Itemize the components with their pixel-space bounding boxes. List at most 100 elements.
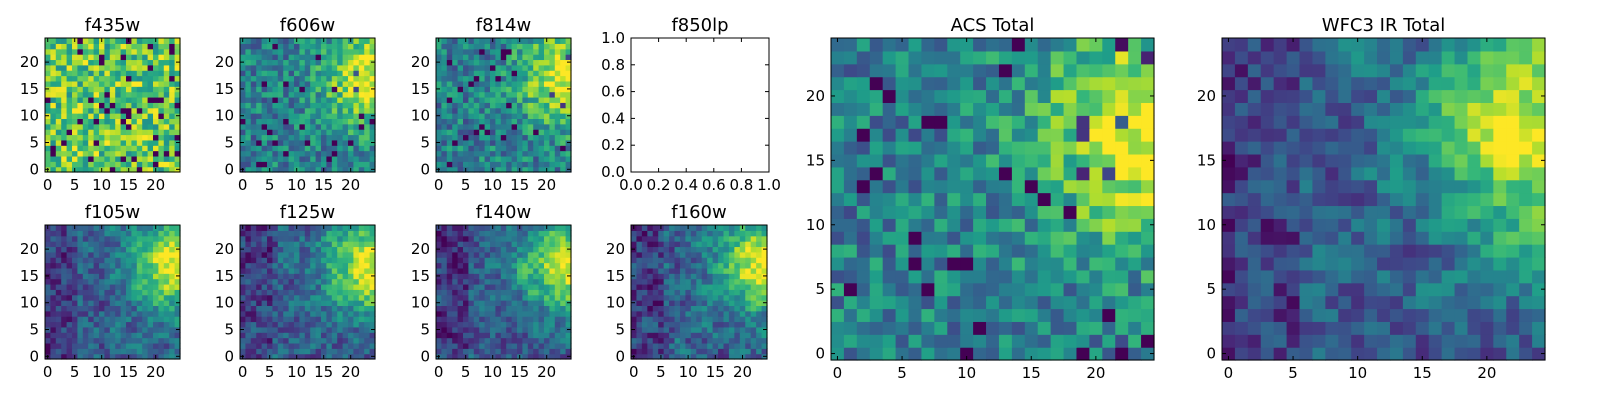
heatmap-cell xyxy=(256,310,263,317)
heatmap-cell xyxy=(331,161,338,168)
heatmap-cell xyxy=(77,273,84,280)
axes-frame xyxy=(239,224,376,360)
heatmap-cell xyxy=(452,257,459,264)
heatmap-cell xyxy=(490,230,496,237)
heatmap-cell xyxy=(831,192,845,207)
heatmap-cell xyxy=(174,161,181,168)
heatmap-cell xyxy=(358,59,365,66)
heatmap-cell xyxy=(163,225,170,231)
heatmap-cell xyxy=(1011,334,1026,348)
heatmap-cell xyxy=(55,235,62,242)
heatmap-cell xyxy=(66,54,73,61)
heatmap-cell xyxy=(636,342,643,349)
heatmap-cell xyxy=(468,129,475,136)
heatmap-cell xyxy=(82,75,89,82)
heatmap-cell xyxy=(261,257,268,264)
heatmap-cell xyxy=(120,123,127,130)
heatmap-cell xyxy=(88,155,95,162)
heatmap-cell xyxy=(490,246,496,253)
heatmap-cell xyxy=(99,96,105,103)
heatmap-cell xyxy=(463,113,469,119)
heatmap-cell xyxy=(641,321,648,328)
heatmap-cell xyxy=(321,64,327,71)
heatmap-cell xyxy=(533,75,540,82)
heatmap-cell xyxy=(549,289,556,296)
x-tick-label: 15 xyxy=(510,176,529,194)
heatmap-cell xyxy=(61,123,68,130)
heatmap-cell xyxy=(267,262,273,269)
heatmap-cell xyxy=(288,150,295,157)
heatmap-cell xyxy=(843,205,858,219)
heatmap-cell xyxy=(756,337,763,344)
heatmap-cell xyxy=(310,48,317,55)
heatmap-cell xyxy=(369,278,376,285)
heatmap-cell xyxy=(1141,192,1155,207)
heatmap-cell xyxy=(109,273,116,280)
heatmap-cell xyxy=(72,123,78,130)
heatmap-cell xyxy=(158,150,165,157)
heatmap-cell xyxy=(321,123,327,130)
heatmap-cell xyxy=(457,316,464,323)
heatmap-cell xyxy=(631,230,638,237)
heatmap-cell xyxy=(277,155,284,162)
heatmap-cell xyxy=(93,123,100,130)
heatmap-cell xyxy=(261,134,268,141)
heatmap-cell xyxy=(565,241,572,248)
heatmap-cell xyxy=(452,43,459,50)
heatmap-cell xyxy=(299,107,306,114)
heatmap-cell xyxy=(310,139,317,146)
heatmap-cell xyxy=(679,305,686,312)
heatmap-cell xyxy=(261,155,268,162)
heatmap-cell xyxy=(723,278,730,285)
heatmap-cell xyxy=(479,332,486,339)
heatmap-cell xyxy=(169,96,176,103)
heatmap-cell xyxy=(310,257,317,264)
heatmap-cell xyxy=(294,251,300,258)
heatmap-cell xyxy=(538,257,545,264)
heatmap-cell xyxy=(527,332,534,339)
heatmap-cell xyxy=(72,134,78,141)
heatmap-cell xyxy=(288,251,295,258)
heatmap-cell xyxy=(544,251,550,258)
heatmap-cell xyxy=(153,59,159,66)
heatmap-cell xyxy=(61,321,68,328)
heatmap-cell xyxy=(337,310,344,317)
y-tick-label: 15 xyxy=(606,267,625,285)
axes-frame xyxy=(239,37,376,173)
heatmap-cell xyxy=(348,59,354,66)
heatmap-cell xyxy=(674,278,681,285)
heatmap-cell xyxy=(674,321,681,328)
heatmap-cell xyxy=(436,80,442,87)
heatmap-cell xyxy=(93,278,100,285)
heatmap-cell xyxy=(310,155,317,162)
heatmap-cell xyxy=(658,321,665,328)
heatmap-cell xyxy=(484,326,491,333)
heatmap-cell xyxy=(479,102,486,109)
heatmap-cell xyxy=(869,192,884,207)
x-tick-label: 0 xyxy=(43,176,53,194)
heatmap-cell xyxy=(663,235,670,242)
heatmap-cell xyxy=(479,59,486,66)
heatmap-cell xyxy=(685,267,692,274)
heatmap-cell xyxy=(163,305,170,312)
heatmap-cell xyxy=(669,294,676,301)
heatmap-cell xyxy=(1011,179,1026,194)
heatmap-cell xyxy=(61,139,68,146)
heatmap-cell xyxy=(701,342,708,349)
heatmap-cell xyxy=(533,129,540,136)
heatmap-cell xyxy=(728,305,735,312)
heatmap-cell xyxy=(511,283,518,290)
heatmap-cell xyxy=(1011,192,1026,207)
heatmap-cell xyxy=(473,139,480,146)
heatmap-cell xyxy=(88,241,95,248)
heatmap-cell xyxy=(283,86,290,93)
heatmap-cell xyxy=(973,282,987,297)
heatmap-cell xyxy=(77,241,84,248)
heatmap-cell xyxy=(1102,244,1116,258)
heatmap-cell xyxy=(315,342,322,349)
heatmap-cell xyxy=(61,91,68,98)
heatmap-cell xyxy=(685,278,692,285)
heatmap-cell xyxy=(353,43,360,50)
heatmap-cell xyxy=(261,310,268,317)
heatmap-cell xyxy=(1128,334,1142,348)
